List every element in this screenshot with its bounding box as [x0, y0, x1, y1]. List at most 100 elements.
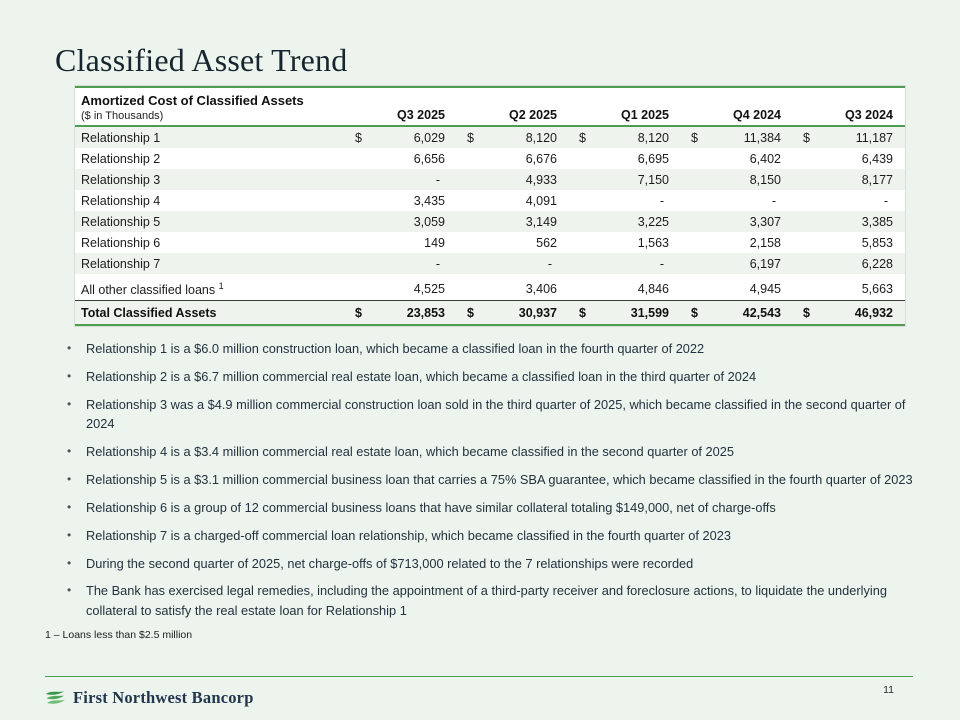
cell-value: 8,120 [637, 130, 669, 145]
currency-symbol [803, 282, 813, 296]
cell-value: - [547, 256, 552, 271]
table-cell: - [681, 194, 793, 208]
table-cell: $31,599 [569, 306, 681, 320]
cell-value: - [659, 256, 664, 271]
row-label: Relationship 1 [81, 130, 161, 145]
table-cell: $46,932 [793, 306, 905, 320]
currency-symbol [803, 173, 813, 187]
table-cell: 6,197 [681, 257, 793, 271]
column-header-q4-2024: Q4 2024 [733, 108, 781, 122]
cell-value: 3,225 [637, 214, 669, 229]
currency-symbol [579, 282, 589, 296]
cell-value: 4,846 [637, 282, 669, 296]
table-cell: 562 [457, 236, 569, 250]
cell-value: - [435, 256, 440, 271]
currency-symbol [803, 215, 813, 229]
cell-value: 11,187 [855, 130, 893, 145]
currency-symbol [467, 257, 477, 271]
table-title: Amortized Cost of Classified Assets [81, 93, 304, 108]
table-cell: 2,158 [681, 236, 793, 250]
table-row-relationship-2: Relationship 2 6,656 6,676 6,695 6,402 6,439 [75, 148, 905, 169]
total-row-label: Total Classified Assets [81, 305, 217, 320]
cell-value: 46,932 [854, 305, 893, 320]
cell-value: 5,853 [861, 235, 893, 250]
cell-value: - [659, 193, 664, 208]
table-cell: 1,563 [569, 236, 681, 250]
column-header-q3-2024: Q3 2024 [845, 108, 893, 122]
cell-value: 3,385 [861, 214, 893, 229]
cell-value: 562 [536, 235, 557, 250]
row-label: Relationship 2 [81, 151, 161, 166]
table-row-relationship-1: Relationship 1 $6,029 $8,120 $8,120 $11,384 $… [75, 127, 905, 148]
cell-value: 8,120 [525, 130, 557, 145]
currency-symbol: $ [803, 305, 810, 320]
column-header-q2-2025: Q2 2025 [509, 108, 557, 122]
table-cell: $8,120 [457, 131, 569, 145]
cell-value: 3,149 [525, 214, 557, 229]
cell-value: 8,150 [749, 172, 781, 187]
table-cell: 3,385 [793, 215, 905, 229]
currency-symbol [691, 236, 701, 250]
table-cell: 4,945 [681, 282, 793, 296]
currency-symbol [691, 215, 701, 229]
currency-symbol [691, 194, 701, 208]
cell-value: 8,177 [861, 172, 893, 187]
notes-bullet-list: Relationship 1 is a $6.0 million constru… [64, 339, 916, 621]
currency-symbol [579, 173, 589, 187]
table-cell: 3,059 [345, 215, 457, 229]
table-total-row: Total Classified Assets $23,853 $30,937 $3… [75, 300, 905, 326]
cell-value: 1,563 [637, 235, 669, 250]
classified-assets-table: Amortized Cost of Classified Assets ($ i… [75, 86, 905, 326]
table-cell: 6,439 [793, 152, 905, 166]
currency-symbol [355, 152, 365, 166]
cell-value: 3,059 [413, 214, 445, 229]
currency-symbol [467, 173, 477, 187]
table-subtitle: ($ in Thousands) [81, 110, 164, 122]
currency-symbol [691, 257, 701, 271]
table-cell: 4,091 [457, 194, 569, 208]
cell-value: 42,543 [742, 305, 781, 320]
table-cell: 3,406 [457, 282, 569, 296]
table-cell: 4,846 [569, 282, 681, 296]
note-bullet: Relationship 1 is a $6.0 million constru… [64, 339, 916, 359]
note-bullet: Relationship 5 is a $3.1 million commerc… [64, 470, 916, 490]
footnote: 1 – Loans less than $2.5 million [45, 629, 193, 642]
table-cell: $8,120 [569, 131, 681, 145]
table-row-relationship-3: Relationship 3 - 4,933 7,150 8,150 8,177 [75, 169, 905, 190]
cell-value: 6,029 [413, 130, 445, 145]
cell-value: - [435, 172, 440, 187]
page-number: 11 [883, 684, 894, 696]
table-cell: $30,937 [457, 306, 569, 320]
table-cell: 6,656 [345, 152, 457, 166]
currency-symbol [691, 282, 701, 296]
currency-symbol [355, 173, 365, 187]
cell-value: 6,676 [525, 151, 557, 166]
cell-value: 4,091 [525, 193, 557, 208]
cell-value: - [883, 193, 888, 208]
currency-symbol [467, 215, 477, 229]
cell-value: 30,937 [518, 305, 557, 320]
currency-symbol [355, 215, 365, 229]
note-bullet: Relationship 3 was a $4.9 million commer… [64, 395, 916, 435]
note-bullet: The Bank has exercised legal remedies, i… [64, 581, 916, 621]
table-cell: $23,853 [345, 306, 457, 320]
currency-symbol [579, 236, 589, 250]
currency-symbol [467, 152, 477, 166]
cell-value: 6,228 [861, 256, 893, 271]
note-bullet: During the second quarter of 2025, net c… [64, 554, 916, 574]
currency-symbol [355, 236, 365, 250]
cell-value: 11,384 [743, 130, 781, 145]
table-row-relationship-5: Relationship 5 3,059 3,149 3,225 3,307 3,385 [75, 211, 905, 232]
green-waves-icon [44, 690, 66, 707]
cell-value: 6,695 [637, 151, 669, 166]
currency-symbol [579, 215, 589, 229]
currency-symbol: $ [579, 305, 586, 320]
currency-symbol [467, 282, 477, 296]
table-cell: - [569, 194, 681, 208]
table-cell: - [345, 257, 457, 271]
table-cell: - [457, 257, 569, 271]
cell-value: 4,945 [749, 282, 781, 296]
cell-value: 5,663 [861, 282, 893, 296]
table-row-relationship-4: Relationship 4 3,435 4,091 - - - [75, 190, 905, 211]
row-label: Relationship 5 [81, 214, 161, 229]
